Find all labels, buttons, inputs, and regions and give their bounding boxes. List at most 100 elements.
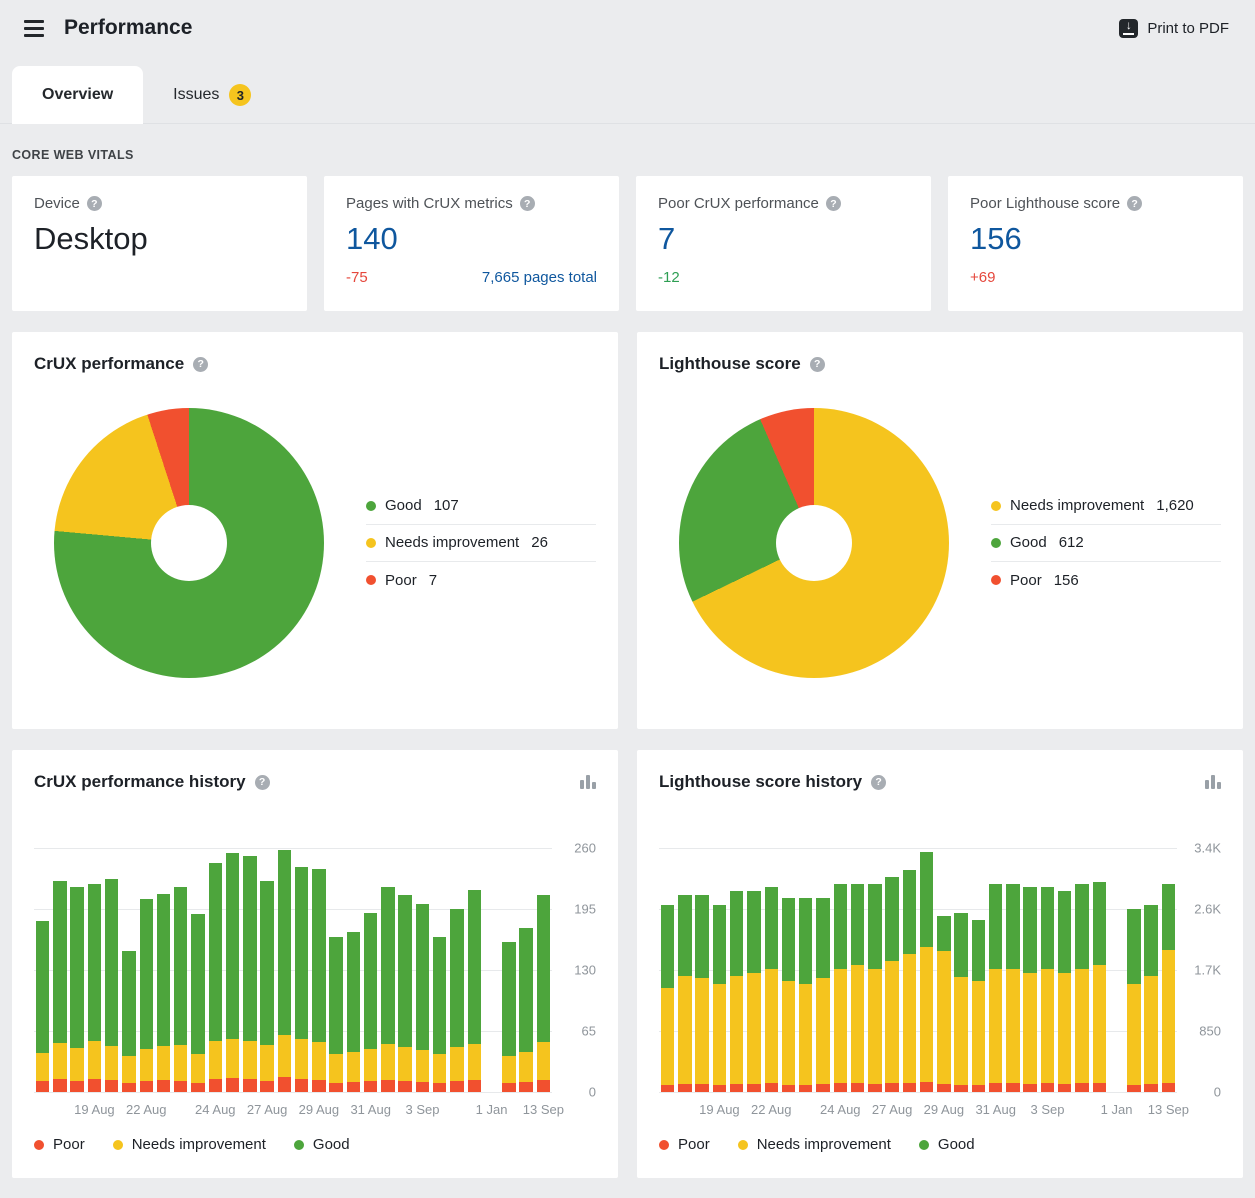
- gridline: [34, 1092, 552, 1093]
- pages-total-link[interactable]: 7,665 pages total: [482, 269, 597, 286]
- poor-lighthouse-delta: +69: [970, 269, 995, 286]
- chart-type-icon[interactable]: [1205, 775, 1221, 789]
- metric-label: Poor CrUX performance ?: [658, 195, 909, 212]
- print-to-pdf-button[interactable]: ↓ Print to PDF: [1119, 19, 1229, 38]
- needs-improvement-dot-icon: [738, 1140, 748, 1150]
- crux-history-plot: [34, 848, 552, 1092]
- help-icon[interactable]: ?: [255, 775, 270, 790]
- donut-area: Needs improvement 1,620 Good 612 Poor 15…: [659, 408, 1221, 678]
- y-axis-labels: 3.4K 2.6K 1.7K 850 0: [1177, 848, 1221, 1092]
- help-icon[interactable]: ?: [1127, 196, 1142, 211]
- help-icon[interactable]: ?: [520, 196, 535, 211]
- card-title-row: Lighthouse score history ?: [659, 772, 1221, 792]
- legend-value: 612: [1059, 534, 1084, 551]
- y-tick: 3.4K: [1194, 841, 1221, 856]
- y-tick: 195: [574, 902, 596, 917]
- y-tick: 850: [1199, 1024, 1221, 1039]
- issues-count-badge: 3: [229, 84, 251, 106]
- y-tick: 1.7K: [1194, 963, 1221, 978]
- lighthouse-score-title: Lighthouse score: [659, 354, 801, 374]
- print-to-pdf-label: Print to PDF: [1147, 20, 1229, 37]
- metric-footer: -12: [658, 269, 909, 286]
- y-tick: 2.6K: [1194, 902, 1221, 917]
- poor-crux-delta: -12: [658, 269, 680, 286]
- lighthouse-history-bars[interactable]: [659, 848, 1177, 1092]
- legend-item-poor: Poor: [34, 1136, 85, 1153]
- legend-label: Poor: [385, 572, 417, 589]
- legend-value: 1,620: [1156, 497, 1194, 514]
- legend-item-poor: Poor 7: [366, 562, 596, 599]
- tab-bar: Overview Issues 3: [0, 56, 1255, 124]
- poor-crux-card: Poor CrUX performance ? 7 -12: [636, 176, 931, 311]
- poor-lighthouse-value: 156: [970, 221, 1221, 257]
- good-dot-icon: [991, 538, 1001, 548]
- pages-with-crux-value: 140: [346, 221, 597, 257]
- legend-item-good: Good: [919, 1136, 975, 1153]
- pages-with-crux-delta: -75: [346, 269, 368, 286]
- legend-label: Needs improvement: [757, 1136, 891, 1153]
- lighthouse-history-card: Lighthouse score history ? 3.4K 2.6K 1.7…: [637, 750, 1243, 1178]
- crux-performance-card: CrUX performance ? Good 107 Needs improv…: [12, 332, 618, 729]
- y-tick: 0: [1214, 1085, 1221, 1100]
- metric-footer: -75 7,665 pages total: [346, 269, 597, 286]
- device-label: Device: [34, 195, 80, 212]
- poor-dot-icon: [366, 575, 376, 585]
- help-icon[interactable]: ?: [871, 775, 886, 790]
- crux-history-title: CrUX performance history: [34, 772, 246, 792]
- card-title-row: Lighthouse score ?: [659, 354, 1221, 374]
- card-title-row: CrUX performance ?: [34, 354, 596, 374]
- needs-improvement-dot-icon: [113, 1140, 123, 1150]
- help-icon[interactable]: ?: [810, 357, 825, 372]
- lighthouse-history-plot: [659, 848, 1177, 1092]
- needs-improvement-dot-icon: [366, 538, 376, 548]
- plot-area: 260 195 130 65 0: [34, 848, 596, 1092]
- donut-legend: Needs improvement 1,620 Good 612 Poor 15…: [991, 488, 1221, 599]
- legend-item-poor: Poor 156: [991, 562, 1221, 599]
- good-dot-icon: [294, 1140, 304, 1150]
- tab-issues[interactable]: Issues 3: [143, 66, 281, 124]
- section-label-core-web-vitals: CORE WEB VITALS: [12, 148, 1243, 162]
- lighthouse-score-donut[interactable]: [679, 408, 949, 678]
- legend-label: Good: [313, 1136, 350, 1153]
- history-charts-row: CrUX performance history ? 260 195 130 6…: [12, 750, 1243, 1178]
- lighthouse-history-title: Lighthouse score history: [659, 772, 862, 792]
- legend-label: Good: [938, 1136, 975, 1153]
- donut-charts-row: CrUX performance ? Good 107 Needs improv…: [12, 332, 1243, 729]
- metric-cards-row: Device ? Desktop Pages with CrUX metrics…: [12, 176, 1243, 311]
- history-legend: Poor Needs improvement Good: [34, 1136, 596, 1153]
- help-icon[interactable]: ?: [193, 357, 208, 372]
- y-tick: 130: [574, 963, 596, 978]
- good-dot-icon: [919, 1140, 929, 1150]
- legend-item-needs-improvement: Needs improvement 1,620: [991, 488, 1221, 525]
- legend-label: Poor: [1010, 572, 1042, 589]
- page-title: Performance: [64, 16, 192, 40]
- card-title-row: CrUX performance history ?: [34, 772, 596, 792]
- legend-value: 107: [434, 497, 459, 514]
- crux-history-bars[interactable]: [34, 848, 552, 1092]
- needs-improvement-dot-icon: [991, 501, 1001, 511]
- legend-label: Needs improvement: [1010, 497, 1144, 514]
- poor-dot-icon: [34, 1140, 44, 1150]
- y-tick: 0: [589, 1085, 596, 1100]
- help-icon[interactable]: ?: [826, 196, 841, 211]
- gridline: [659, 1092, 1177, 1093]
- chart-type-icon[interactable]: [580, 775, 596, 789]
- poor-crux-label: Poor CrUX performance: [658, 195, 819, 212]
- poor-crux-value: 7: [658, 221, 909, 257]
- legend-item-good: Good 612: [991, 525, 1221, 562]
- legend-label: Needs improvement: [132, 1136, 266, 1153]
- poor-lighthouse-label: Poor Lighthouse score: [970, 195, 1120, 212]
- donut-hole: [776, 505, 852, 581]
- crux-performance-donut[interactable]: [54, 408, 324, 678]
- download-icon: ↓: [1119, 19, 1138, 38]
- device-card: Device ? Desktop: [12, 176, 307, 311]
- menu-icon[interactable]: [24, 20, 44, 37]
- tab-issues-label: Issues: [173, 86, 219, 104]
- legend-item-good: Good: [294, 1136, 350, 1153]
- tab-overview[interactable]: Overview: [12, 66, 143, 124]
- metric-label: Pages with CrUX metrics ?: [346, 195, 597, 212]
- poor-dot-icon: [659, 1140, 669, 1150]
- legend-label: Good: [1010, 534, 1047, 551]
- help-icon[interactable]: ?: [87, 196, 102, 211]
- pages-with-crux-label: Pages with CrUX metrics: [346, 195, 513, 212]
